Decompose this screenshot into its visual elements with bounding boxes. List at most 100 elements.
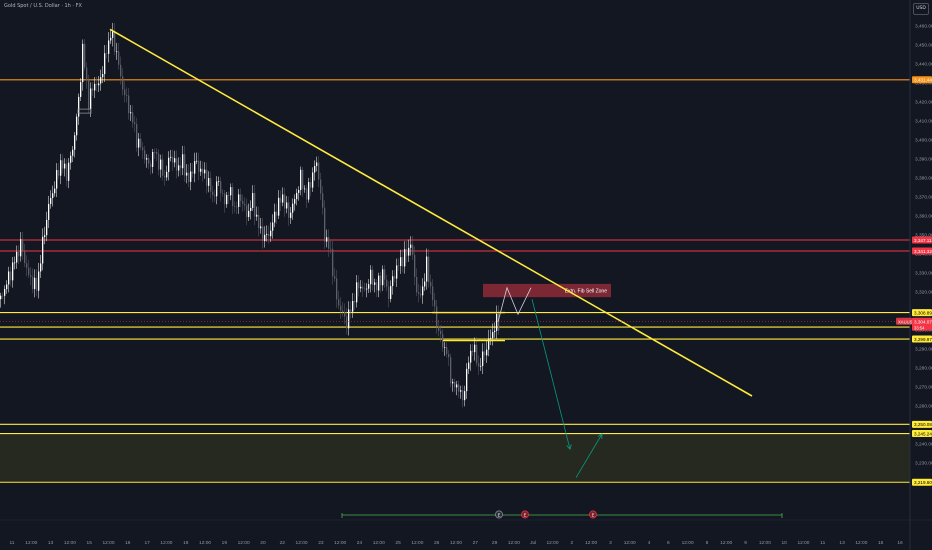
candle (106, 53, 108, 54)
y-tick-label: 3,440.00 (915, 61, 932, 67)
candle (70, 155, 72, 163)
candle (144, 150, 146, 160)
x-tick-label: 12:00 (508, 540, 520, 546)
candle (290, 212, 292, 218)
candle (134, 122, 136, 124)
x-tick-label: 12:00 (624, 540, 636, 546)
candle (342, 310, 344, 312)
candle (406, 249, 408, 256)
candle (148, 158, 150, 164)
candle (296, 192, 298, 200)
candle (306, 188, 308, 200)
x-tick-label: 24 (357, 540, 363, 546)
candle (218, 181, 220, 183)
candle (428, 256, 430, 283)
candle (362, 286, 364, 289)
trendline (109, 28, 753, 397)
candle (34, 277, 36, 290)
candle (0, 295, 2, 300)
currency-button[interactable]: USD (913, 3, 929, 15)
x-tick-label: 20 (260, 540, 266, 546)
candle (354, 300, 356, 303)
candle (452, 381, 454, 384)
candle (272, 222, 274, 231)
candle (178, 165, 180, 171)
candle (68, 162, 70, 181)
last-price-countdown: 33:54 (914, 325, 925, 330)
candle (246, 205, 248, 217)
candle (76, 116, 78, 136)
candle (198, 160, 200, 172)
position-box (77, 108, 92, 114)
candle (30, 275, 32, 277)
candle (48, 203, 50, 220)
candle (186, 172, 188, 176)
candle (458, 384, 460, 392)
candle (400, 257, 402, 267)
x-tick-label: 10 (782, 540, 788, 546)
candle (448, 354, 450, 358)
candle (472, 350, 474, 353)
x-tick-label: 18 (183, 540, 189, 546)
candle (192, 171, 194, 174)
x-tick-label: 11 (10, 540, 15, 546)
x-tick-label: 6 (667, 540, 670, 546)
x-tick-label: 25 (395, 540, 401, 546)
candle (136, 123, 138, 148)
candle (20, 239, 22, 257)
candle (200, 168, 202, 172)
candle (308, 182, 310, 200)
candle (340, 305, 342, 311)
candle (88, 80, 90, 109)
candle (416, 276, 418, 293)
candle (292, 203, 294, 213)
last-price-bg (912, 317, 932, 331)
candle (140, 138, 142, 148)
candle (208, 178, 210, 186)
x-tick-label: 12:00 (160, 540, 172, 546)
candle (86, 67, 88, 81)
x-tick-label: 12:00 (199, 540, 211, 546)
candle (384, 269, 386, 280)
y-tick-label: 3,330.00 (915, 270, 932, 276)
x-tick-label: 17 (144, 540, 150, 546)
candle (466, 368, 468, 392)
candle (294, 199, 296, 204)
candle (18, 251, 20, 257)
candle (426, 256, 428, 282)
candle (26, 263, 28, 268)
candle (310, 182, 312, 188)
candle (84, 43, 86, 68)
x-tick-label: 12:00 (720, 540, 732, 546)
candle (152, 151, 154, 167)
candle (360, 286, 362, 289)
y-tick-label: 3,360.00 (915, 213, 932, 219)
candle (328, 237, 330, 249)
candle (476, 344, 478, 364)
candle (4, 289, 6, 296)
candle (370, 269, 372, 285)
candle (460, 390, 462, 392)
candle (422, 286, 424, 296)
candle (268, 233, 270, 237)
candle (264, 234, 266, 242)
candle (94, 83, 96, 91)
y-tick-label: 3,270.00 (915, 384, 932, 390)
arrow-head-1 (597, 433, 603, 440)
candle (154, 151, 156, 153)
event-marker-0 (495, 510, 503, 519)
candle (206, 169, 208, 186)
candle (190, 171, 192, 182)
candle (38, 271, 40, 291)
candle (170, 156, 172, 158)
candle (332, 249, 334, 277)
candle (414, 254, 416, 277)
candle (388, 286, 390, 299)
candle (316, 162, 318, 166)
candle (184, 154, 186, 176)
candle (374, 282, 376, 285)
candle (456, 384, 458, 388)
x-tick-label: 15 (87, 540, 93, 546)
candle (138, 138, 140, 148)
